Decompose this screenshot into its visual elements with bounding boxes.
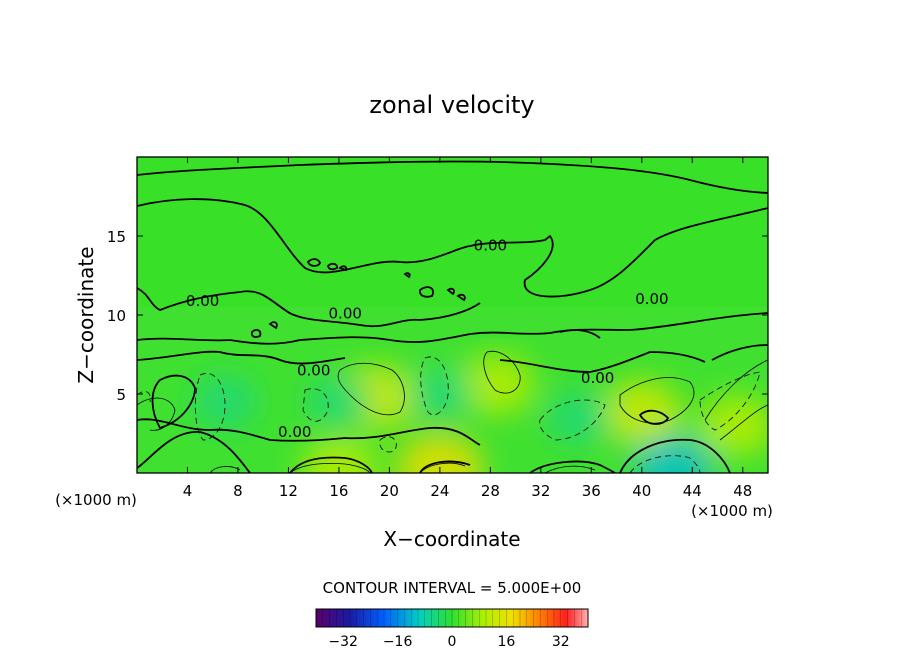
x-tick-label-36: 36: [582, 482, 601, 500]
colorbar-tick-label-0: 0: [448, 634, 457, 650]
x-axis: 4 8 12 16 20 24 28 32 36 40 44 48: [183, 157, 752, 500]
contour-label-1: 0.00: [329, 304, 362, 322]
x-tick-label-48: 48: [733, 482, 752, 500]
field-min-8: [546, 391, 611, 445]
x-tick-label-16: 16: [329, 482, 348, 500]
colorbar-tick-label-16: 16: [497, 634, 515, 650]
contour-field: [137, 157, 768, 473]
contour-interval: CONTOUR INTERVAL = 5.000E+00: [323, 579, 582, 597]
contour-label-6: 0.00: [581, 369, 614, 387]
x-tick-label-8: 8: [233, 482, 243, 500]
contour-label-3: 0.00: [278, 423, 311, 441]
contour-label-0: 0.00: [186, 292, 219, 310]
chart-title: zonal velocity: [369, 91, 534, 119]
contour-label-5: 0.00: [635, 290, 668, 308]
contour-label-2: 0.00: [297, 361, 330, 379]
y-tick-label-5: 5: [116, 386, 126, 404]
field-max-1: [458, 353, 535, 416]
colorbar-tick-label--16: −16: [383, 634, 413, 650]
y-tick-label-10: 10: [107, 307, 126, 325]
y-axis: 5 10 15: [107, 228, 768, 404]
z-unit-label: (×1000 m): [55, 491, 137, 509]
x-tick-label-44: 44: [683, 482, 702, 500]
colorbar-tick-label-32: 32: [552, 634, 570, 650]
field-min-7: [306, 375, 371, 429]
x-tick-label-40: 40: [632, 482, 651, 500]
colorbar-segments: [322, 609, 582, 627]
colorbar-ticks: −32 −16 0 16 32: [328, 634, 569, 650]
y-axis-label: Z−coordinate: [74, 246, 98, 383]
colorbar: −32 −16 0 16 32: [315, 608, 589, 650]
x-tick-label-4: 4: [183, 482, 193, 500]
y-tick-label-15: 15: [107, 228, 126, 246]
contour-label-4: 0.00: [474, 236, 507, 254]
x-tick-label-20: 20: [380, 482, 399, 500]
contour-labels: 0.00 0.00 0.00 0.00 0.00 0.00 0.00: [186, 236, 669, 440]
x-tick-label-28: 28: [481, 482, 500, 500]
x-tick-label-32: 32: [531, 482, 550, 500]
x-tick-label-12: 12: [279, 482, 298, 500]
field-min-6: [407, 367, 472, 421]
x-unit-label: (×1000 m): [691, 502, 773, 520]
x-tick-label-24: 24: [430, 482, 449, 500]
positive-contours: [137, 350, 768, 473]
x-axis-label: X−coordinate: [383, 527, 520, 551]
field-max-3: [698, 394, 768, 457]
colorbar-tick-label--32: −32: [328, 634, 358, 650]
zero-contours: [137, 160, 768, 473]
field-min-5: [193, 375, 258, 429]
